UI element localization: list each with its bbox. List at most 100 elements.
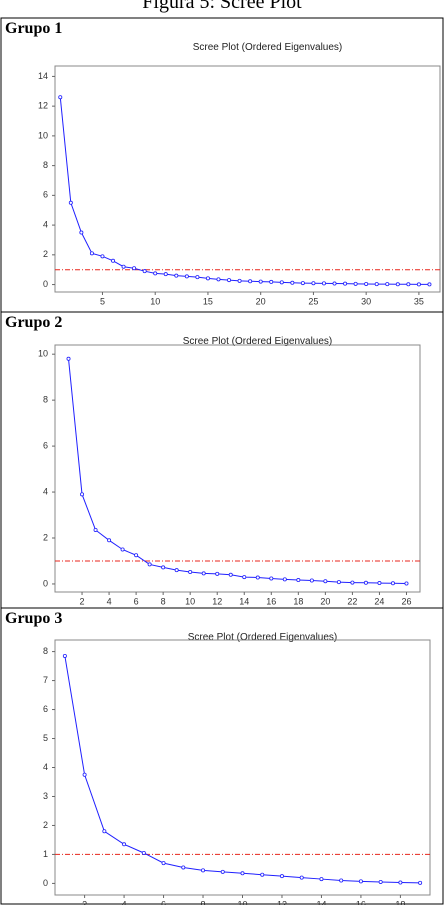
- point: [311, 281, 316, 286]
- point: [248, 279, 253, 284]
- x-tick-label: 16: [266, 596, 276, 606]
- y-tick-label: 4: [43, 219, 48, 229]
- point: [385, 282, 390, 287]
- x-tick-label: 2: [82, 899, 87, 905]
- point: [79, 230, 84, 235]
- point: [100, 254, 105, 259]
- point: [290, 280, 295, 285]
- y-tick-label: 2: [43, 532, 48, 542]
- y-tick-label: 8: [43, 646, 48, 656]
- panel-label: Grupo 2: [5, 314, 62, 331]
- point: [321, 281, 326, 286]
- x-tick-label: 2: [80, 596, 85, 606]
- x-tick-label: 25: [308, 296, 318, 306]
- point: [398, 880, 403, 885]
- point: [323, 579, 328, 584]
- point: [201, 571, 206, 576]
- point: [107, 538, 112, 543]
- y-tick-label: 6: [43, 704, 48, 714]
- y-tick-label: 8: [43, 160, 48, 170]
- series-line: [68, 358, 407, 584]
- x-tick-label: 30: [361, 296, 371, 306]
- point: [120, 547, 125, 552]
- x-tick-label: 10: [150, 296, 160, 306]
- plot-frame: [54, 639, 431, 896]
- point: [353, 281, 358, 286]
- point: [364, 281, 369, 286]
- point: [141, 850, 146, 855]
- y-tick-label: 10: [38, 349, 48, 359]
- point: [332, 281, 337, 286]
- point: [161, 861, 166, 866]
- x-tick-label: 14: [239, 596, 249, 606]
- x-tick-label: 35: [414, 296, 424, 306]
- point: [174, 568, 179, 573]
- panel-label: Grupo 3: [5, 610, 62, 627]
- point: [147, 562, 152, 567]
- point: [406, 282, 411, 287]
- point: [184, 274, 189, 279]
- x-tick-label: 22: [347, 596, 357, 606]
- x-tick-label: 10: [185, 596, 195, 606]
- point: [377, 581, 382, 586]
- panel-label: Grupo 1: [5, 20, 62, 37]
- point: [240, 871, 245, 876]
- point: [258, 279, 263, 284]
- point: [404, 581, 409, 586]
- y-tick-label: 12: [38, 101, 48, 111]
- x-tick-label: 20: [320, 596, 330, 606]
- point: [134, 553, 139, 558]
- y-tick-label: 3: [43, 791, 48, 801]
- point: [58, 95, 63, 100]
- point: [82, 772, 87, 777]
- x-tick-label: 18: [395, 899, 405, 905]
- point: [62, 653, 67, 658]
- point: [269, 279, 274, 284]
- chart-title: Scree Plot (Ordered Eigenvalues): [183, 336, 333, 347]
- y-tick-label: 7: [43, 675, 48, 685]
- point: [296, 578, 301, 583]
- point: [89, 251, 94, 256]
- x-tick-label: 24: [374, 596, 384, 606]
- x-tick-label: 15: [203, 296, 213, 306]
- point: [279, 280, 284, 285]
- point: [66, 356, 71, 361]
- point: [350, 580, 355, 585]
- point: [427, 282, 432, 287]
- x-tick-label: 26: [401, 596, 411, 606]
- point: [336, 580, 341, 585]
- point: [228, 572, 233, 577]
- x-tick-label: 10: [237, 899, 247, 905]
- x-tick-label: 12: [277, 899, 287, 905]
- point: [181, 865, 186, 870]
- point: [80, 492, 85, 497]
- y-tick-label: 5: [43, 733, 48, 743]
- point: [339, 878, 344, 883]
- table-border: [0, 17, 444, 905]
- point: [299, 875, 304, 880]
- point: [122, 842, 127, 847]
- x-tick-label: 6: [134, 596, 139, 606]
- y-tick-label: 2: [43, 249, 48, 259]
- point: [93, 527, 98, 532]
- x-tick-label: 18: [293, 596, 303, 606]
- point: [163, 272, 168, 277]
- x-tick-label: 6: [161, 899, 166, 905]
- point: [319, 877, 324, 882]
- series-line: [64, 655, 421, 884]
- x-tick-label: 12: [212, 596, 222, 606]
- x-tick-label: 20: [256, 296, 266, 306]
- y-tick-label: 4: [43, 762, 48, 772]
- point: [188, 570, 193, 575]
- point: [269, 576, 274, 581]
- y-tick-label: 0: [43, 279, 48, 289]
- y-tick-label: 10: [38, 130, 48, 140]
- point: [161, 565, 166, 570]
- point: [279, 874, 284, 879]
- point: [300, 281, 305, 286]
- point: [282, 577, 287, 582]
- point: [215, 571, 220, 576]
- point: [205, 276, 210, 281]
- y-tick-label: 1: [43, 849, 48, 859]
- point: [102, 829, 107, 834]
